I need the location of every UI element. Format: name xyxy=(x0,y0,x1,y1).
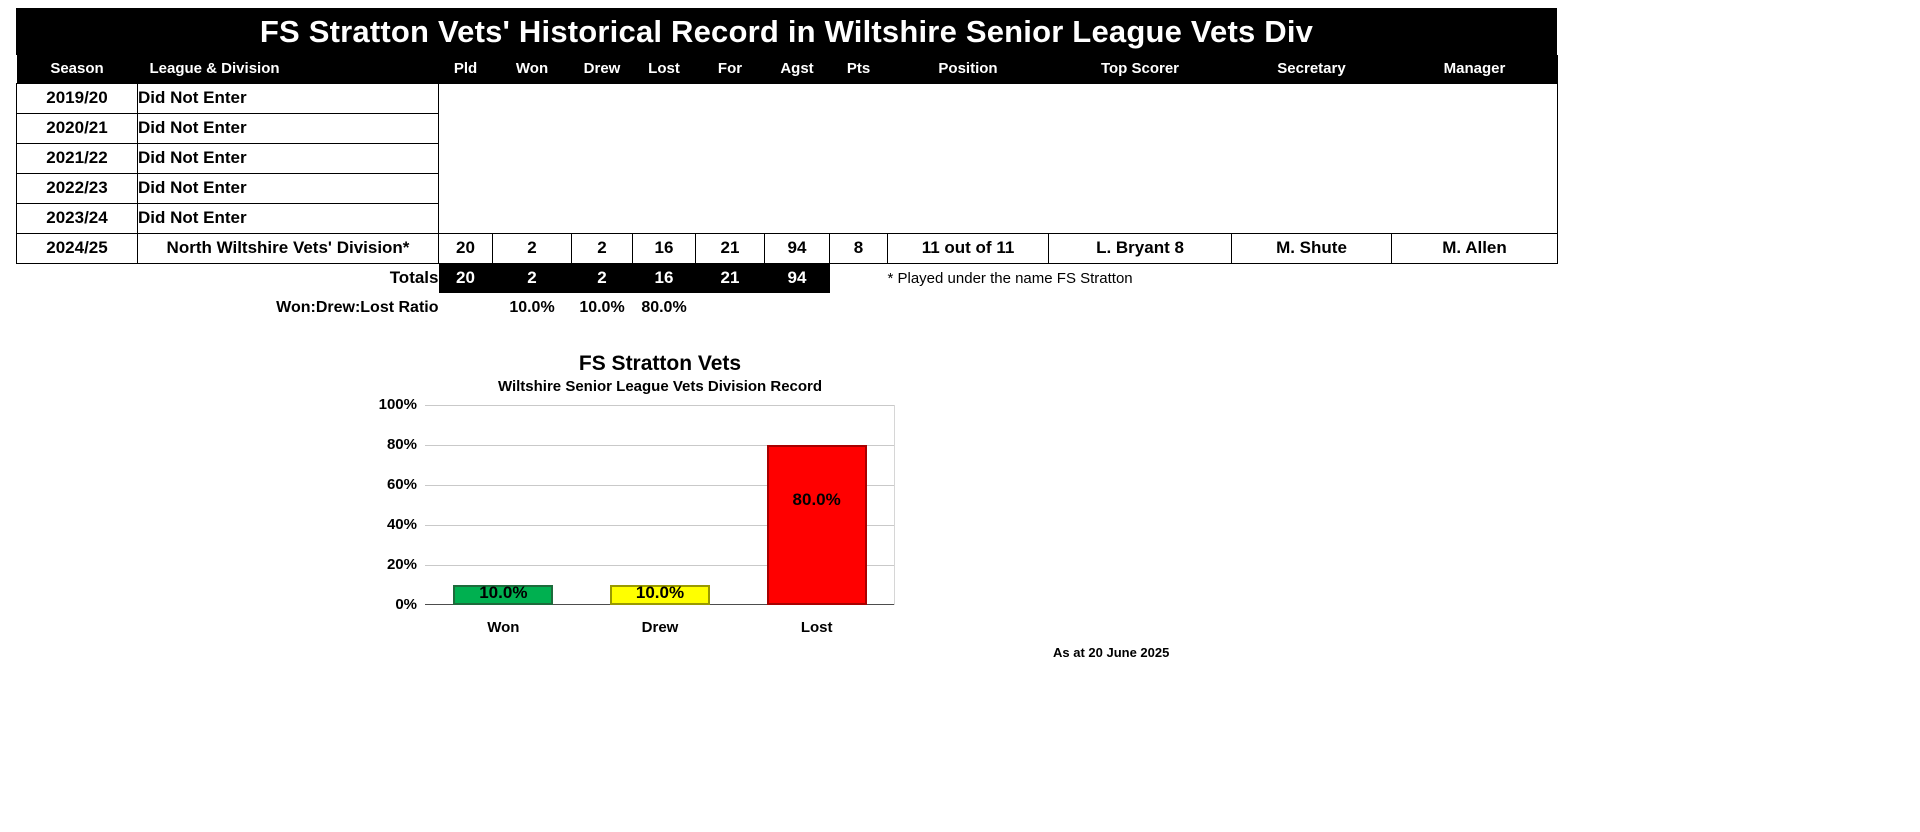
league-cell: Did Not Enter xyxy=(137,172,439,204)
pts-cell: 8 xyxy=(829,232,888,264)
top-scorer-cell: L. Bryant 8 xyxy=(1048,232,1232,264)
table-row: 2022/23 Did Not Enter xyxy=(16,172,1558,204)
totals-label: Totals xyxy=(389,268,439,288)
y-tick-label: 80% xyxy=(386,436,417,453)
for-cell: 21 xyxy=(695,232,765,264)
table-row: 2021/22 Did Not Enter xyxy=(16,142,1558,174)
chart-plot-area: 100% 80% 60% 40% 20% 0% 10.0% 10.0% 80.0% xyxy=(379,397,940,613)
season-cell: 2020/21 xyxy=(16,112,138,144)
gridline xyxy=(425,525,894,526)
ratio-won: 10.0% xyxy=(509,299,555,316)
agst-cell: 94 xyxy=(764,232,830,264)
header-row: Season League & Division Pld Won Drew Lo… xyxy=(16,55,1558,83)
ratio-lost: 80.0% xyxy=(641,299,687,316)
gridline xyxy=(425,485,894,486)
column-header-secretary: Secretary xyxy=(1231,55,1392,83)
bar-drew xyxy=(610,585,710,605)
season-cell: 2021/22 xyxy=(16,142,138,174)
table-row: 2024/25 North Wiltshire Vets' Division* … xyxy=(16,232,1558,264)
totals-drew: 2 xyxy=(571,263,633,293)
bar-value-label: 10.0% xyxy=(635,583,685,602)
bar-lost xyxy=(766,445,867,605)
ratio-spacer xyxy=(439,293,493,323)
season-cell: 2019/20 xyxy=(16,82,138,114)
totals-won: 2 xyxy=(492,263,572,293)
record-table: Season League & Division Pld Won Drew Lo… xyxy=(16,55,1558,323)
table-row: 2020/21 Did Not Enter xyxy=(16,112,1558,144)
totals-row: Totals 20 2 2 16 21 94 * Played under th… xyxy=(17,263,1558,293)
table-row: 2023/24 Did Not Enter xyxy=(16,202,1558,234)
table-row: 2019/20 Did Not Enter xyxy=(16,82,1558,234)
totals-spacer xyxy=(830,263,888,293)
chart-title: FS Stratton Vets xyxy=(578,352,742,375)
gridline xyxy=(425,445,894,446)
season-cell: 2022/23 xyxy=(16,172,138,204)
y-tick-label: 100% xyxy=(378,396,417,413)
ratio-drew: 10.0% xyxy=(579,299,625,316)
column-header-league: League & Division xyxy=(137,55,439,83)
column-header-lost: Lost xyxy=(632,55,696,83)
column-header-agst: Agst xyxy=(764,55,830,83)
league-cell: Did Not Enter xyxy=(137,142,439,174)
x-category-label: Won xyxy=(487,619,520,636)
y-axis: 100% 80% 60% 40% 20% 0% xyxy=(379,397,425,613)
ratio-row: Won:Drew:Lost Ratio 10.0% 10.0% 80.0% xyxy=(17,293,1558,323)
league-cell: Did Not Enter xyxy=(137,112,439,144)
totals-lost: 16 xyxy=(632,263,696,293)
column-header-manager: Manager xyxy=(1391,55,1558,83)
season-cell: 2024/25 xyxy=(16,232,138,264)
gridline xyxy=(425,405,894,406)
column-header-position: Position xyxy=(887,55,1049,83)
bar-value-label: 10.0% xyxy=(479,583,528,602)
pld-cell: 20 xyxy=(438,232,493,264)
y-tick-label: 20% xyxy=(386,556,417,573)
column-header-pts: Pts xyxy=(829,55,888,83)
y-tick-label: 0% xyxy=(395,596,417,613)
totals-pld: 20 xyxy=(438,263,493,293)
ratio-label: Won:Drew:Lost Ratio xyxy=(276,299,439,316)
page-title: FS Stratton Vets' Historical Record in W… xyxy=(16,8,1557,55)
league-cell: Did Not Enter xyxy=(137,202,439,234)
lost-cell: 16 xyxy=(632,232,696,264)
bar-value-label: 80.0% xyxy=(792,490,841,509)
empty-region xyxy=(438,82,1558,234)
chart-subtitle: Wiltshire Senior League Vets Division Re… xyxy=(497,378,823,395)
x-category-label: Drew xyxy=(641,619,679,636)
totals-for: 21 xyxy=(695,263,765,293)
column-header-pld: Pld xyxy=(438,55,493,83)
chart-plot: 10.0% 10.0% 80.0% xyxy=(425,405,895,605)
secretary-cell: M. Shute xyxy=(1231,232,1392,264)
as-at-date: As at 20 June 2025 xyxy=(1053,645,1170,660)
gridline xyxy=(425,565,894,566)
bar-won xyxy=(453,585,554,605)
column-header-drew: Drew xyxy=(571,55,633,83)
y-tick-label: 60% xyxy=(386,476,417,493)
ratio-empty xyxy=(696,293,1558,323)
won-cell: 2 xyxy=(492,232,572,264)
season-cell: 2023/24 xyxy=(16,202,138,234)
spreadsheet-sheet: FS Stratton Vets' Historical Record in W… xyxy=(16,8,1558,323)
league-cell: Did Not Enter xyxy=(137,82,439,114)
drew-cell: 2 xyxy=(571,232,633,264)
x-category-label: Lost xyxy=(800,619,833,636)
bar-chart: FS Stratton Vets Wiltshire Senior League… xyxy=(379,352,940,645)
position-cell: 11 out of 11 xyxy=(887,232,1049,264)
column-header-won: Won xyxy=(492,55,572,83)
x-axis: Won Drew Lost xyxy=(425,619,895,645)
y-tick-label: 40% xyxy=(386,516,417,533)
column-header-for: For xyxy=(695,55,765,83)
footnote: * Played under the name FS Stratton xyxy=(887,269,1133,287)
manager-cell: M. Allen xyxy=(1391,232,1558,264)
league-cell: North Wiltshire Vets' Division* xyxy=(137,232,439,264)
totals-agst: 94 xyxy=(764,263,830,293)
column-header-top-scorer: Top Scorer xyxy=(1048,55,1232,83)
column-header-season: Season xyxy=(16,55,138,83)
